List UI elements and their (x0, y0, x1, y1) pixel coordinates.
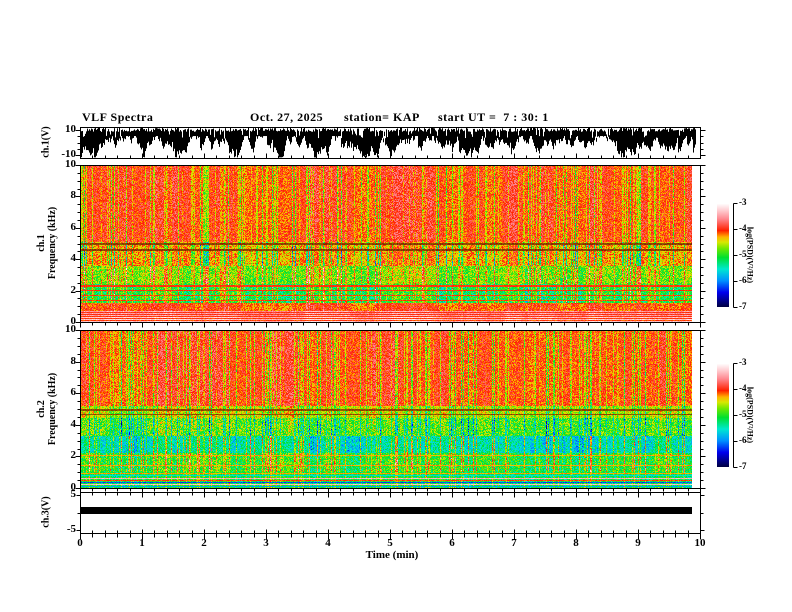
figure-station: station= KAP (344, 110, 420, 124)
ch1-spectrogram-ytick-label: 6 (70, 221, 77, 233)
figure-title: VLF Spectra (82, 110, 154, 124)
ch1-spectrogram-ytick-label: 8 (70, 189, 77, 201)
colorbar1-tick-label: -3 (739, 197, 747, 207)
time-axis-tick-label: 2 (201, 537, 207, 549)
ch1-spectrogram-axis-label: ch.1 Frequency (kHz) (36, 207, 58, 279)
ch1-spectrogram-canvas (80, 165, 700, 322)
ch1-spectrogram-ytick-label: 10 (65, 158, 76, 170)
colorbar2-canvas (717, 363, 729, 467)
colorbar1-canvas (717, 203, 729, 307)
ch2-frequency-label: Frequency (kHz) (47, 372, 58, 446)
ch2-spectrogram-ytick-label: 2 (70, 449, 77, 461)
ch1-frequency-label: Frequency (kHz) (47, 206, 58, 280)
time-axis-tick-label: 3 (263, 537, 269, 549)
colorbar2-tick-label: -4 (739, 383, 747, 393)
figure-date: Oct. 27, 2025 (250, 110, 324, 124)
ch1-waveform-canvas (80, 127, 700, 158)
colorbar2-tick-label: -3 (739, 357, 747, 367)
time-axis-tick-label: 9 (635, 537, 641, 549)
time-axis-tick-label: 7 (511, 537, 517, 549)
ch2-label: ch.2 (36, 400, 47, 418)
colorbar1-tick-label: -6 (739, 275, 747, 285)
colorbar2-tick-label: -7 (739, 461, 747, 471)
ch2-spectrogram-ytick-label: 4 (70, 418, 77, 430)
ch2-spectrogram-axis-label: ch.2 Frequency (kHz) (36, 373, 58, 445)
time-axis-tick-label: 4 (325, 537, 331, 549)
ch2-spectrogram-ytick-label: 8 (70, 355, 77, 367)
ch3-level-canvas (80, 492, 700, 533)
time-axis-tick-label: 1 (139, 537, 145, 549)
figure-start-ut: start UT = 7 : 30: 1 (438, 110, 549, 124)
colorbar2-tick-label: -5 (739, 409, 747, 419)
colorbar2-tick-label: -6 (739, 435, 747, 445)
time-axis-tick-label: 10 (694, 537, 706, 549)
colorbar1-tick-label: -4 (739, 223, 747, 233)
ch2-spectrogram-ytick-label: 6 (70, 386, 77, 398)
time-axis-tick-label: 6 (449, 537, 455, 549)
time-axis-tick-label: 0 (77, 537, 83, 549)
time-axis-tick-label: 5 (387, 537, 393, 549)
ch3-voltage-ytick-label: -5 (66, 523, 76, 535)
ch1-voltage-ytick-label: 10 (65, 123, 76, 135)
colorbar1-tick-label: -7 (739, 301, 747, 311)
ch3-voltage-ytick-label: 5 (70, 488, 77, 500)
ch1-spectrogram-ytick-label: 2 (70, 284, 77, 296)
colorbar1-tick-label: -5 (739, 249, 747, 259)
ch2-spectrogram-ytick-label: 10 (65, 323, 76, 335)
time-axis-tick-label: 8 (573, 537, 579, 549)
time-axis-label: Time (min) (365, 549, 419, 561)
ch1-spectrogram-ytick-label: 4 (70, 252, 77, 264)
ch2-spectrogram-canvas (80, 330, 700, 488)
ch1-label: ch.1 (36, 234, 47, 252)
